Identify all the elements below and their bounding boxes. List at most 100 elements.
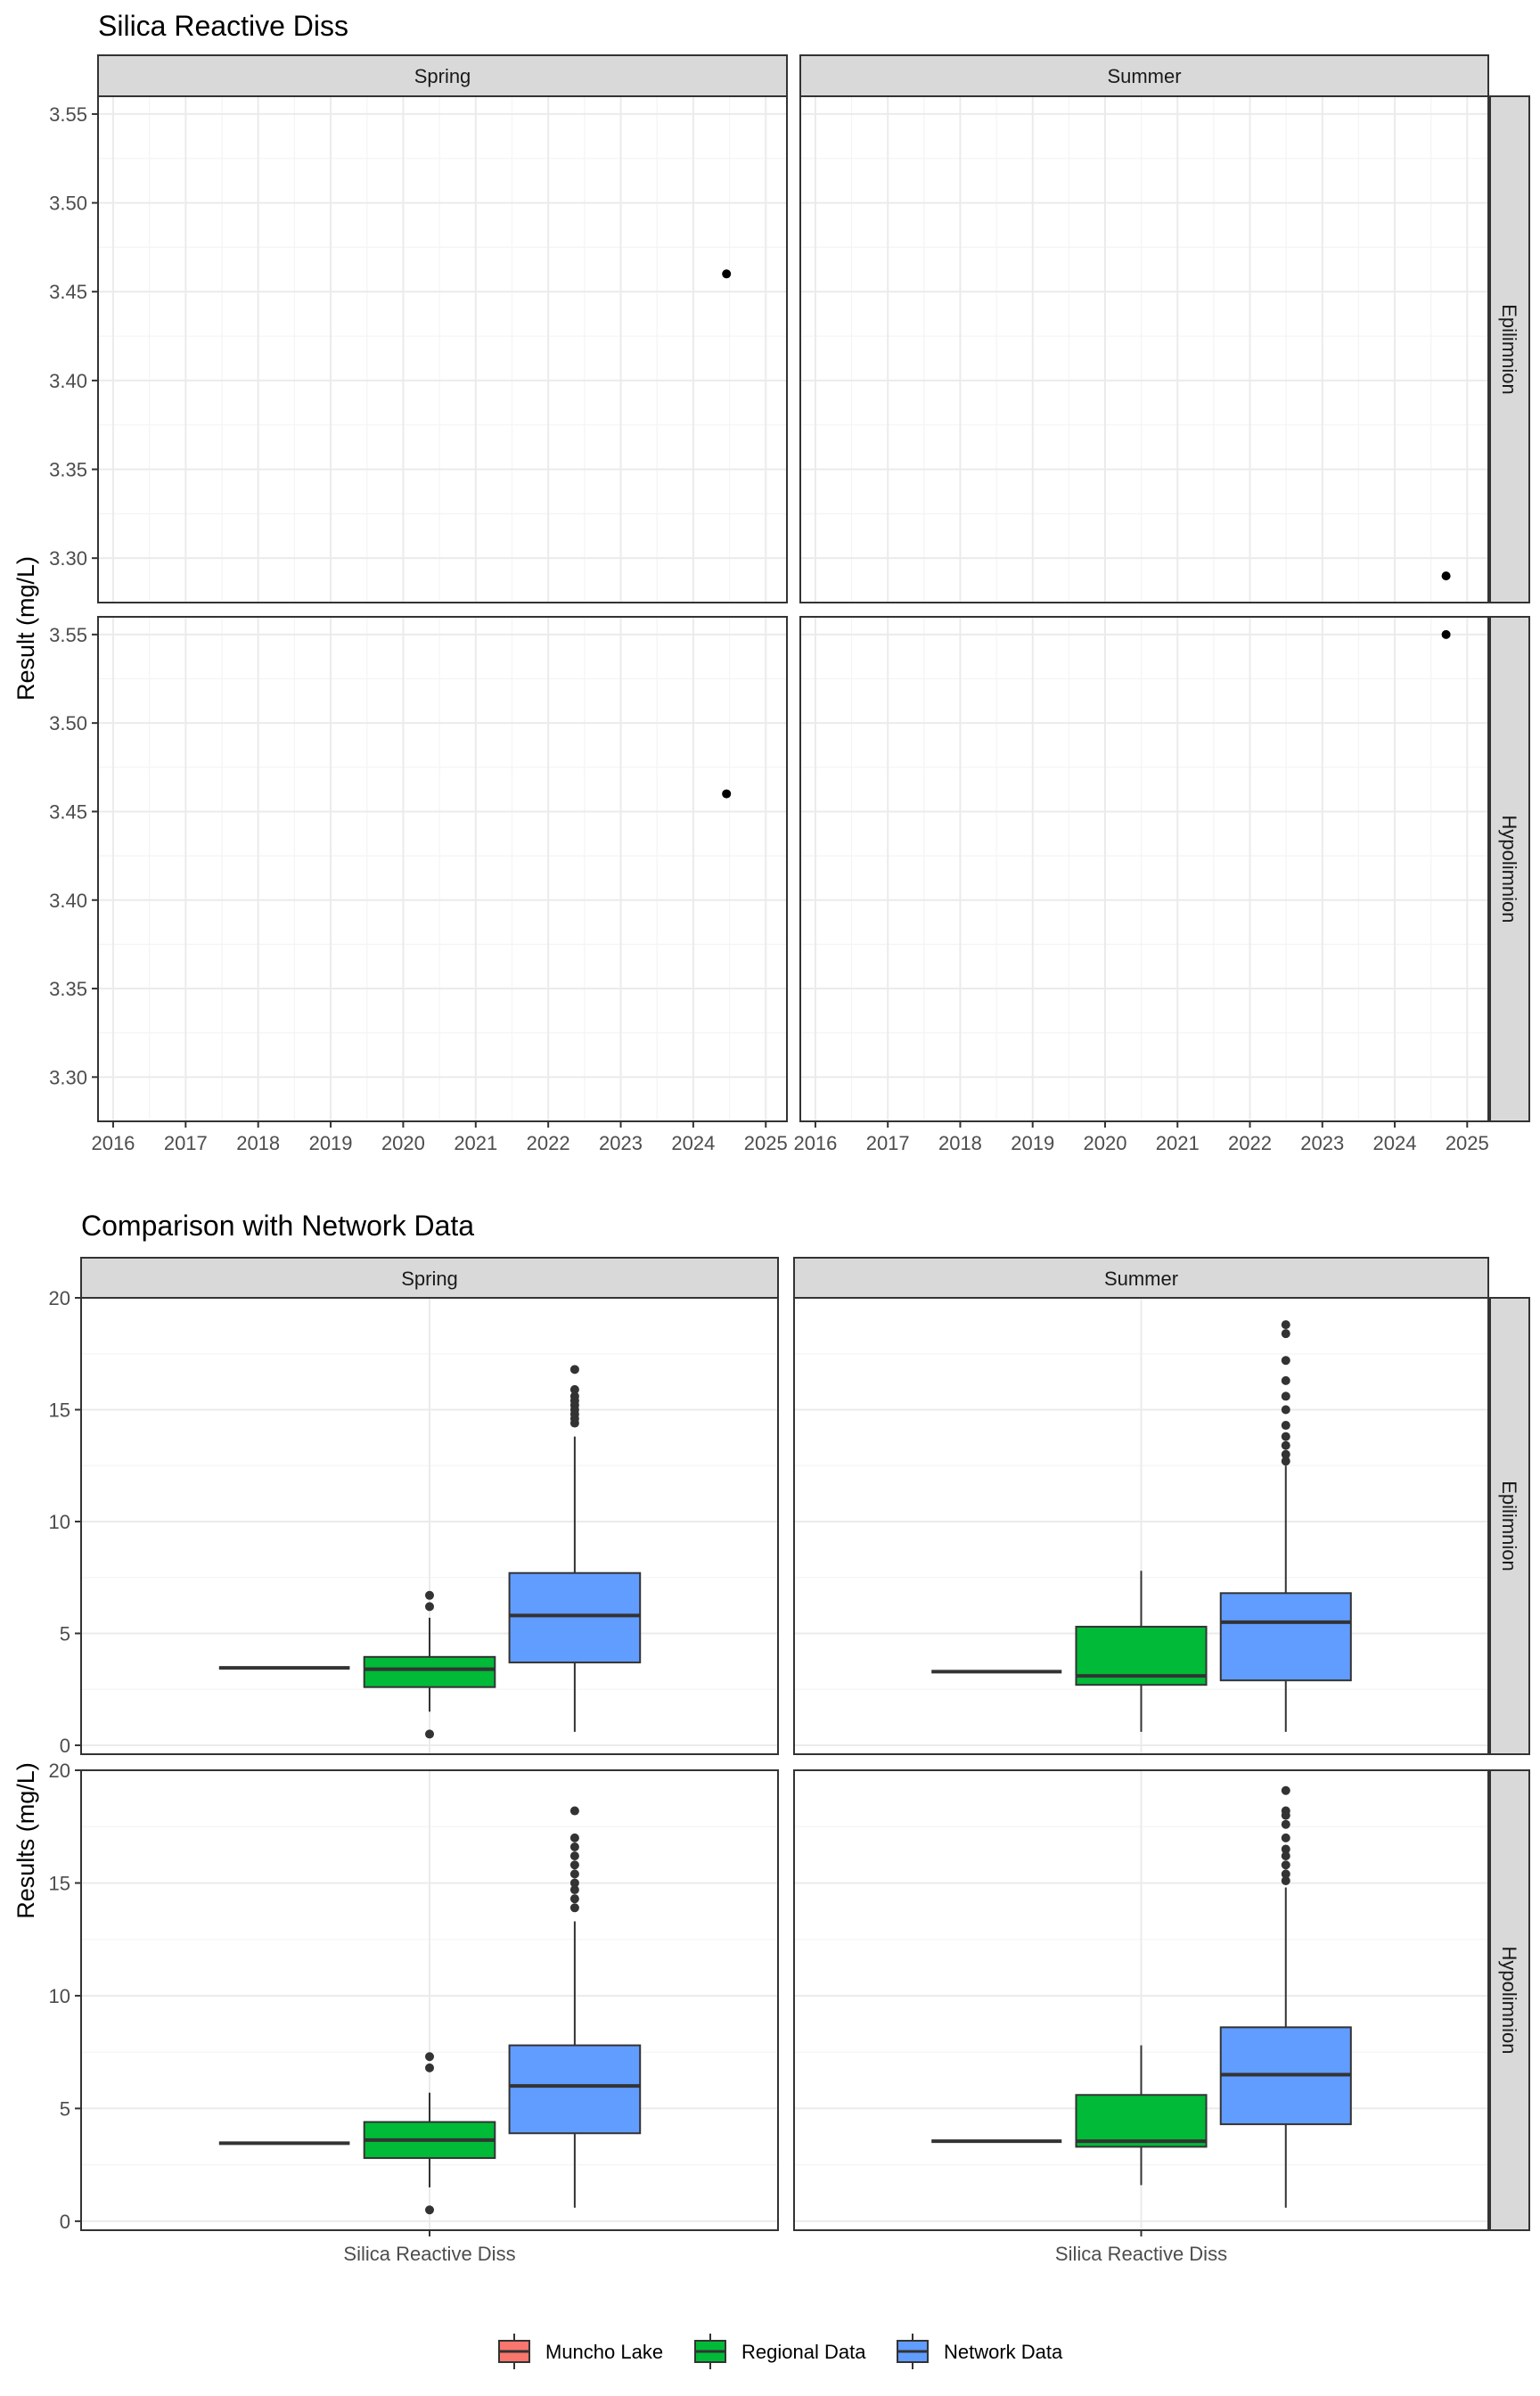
outlier-point: [425, 2205, 434, 2215]
outlier-point: [569, 1833, 579, 1842]
x-tick-label: 2022: [1228, 1132, 1272, 1154]
box-regional-data: [363, 1590, 496, 1739]
outlier-point: [569, 1365, 579, 1374]
facet-strip: [793, 1257, 1489, 1299]
data-point: [722, 789, 732, 799]
outlier-point: [569, 1806, 579, 1816]
outlier-point: [1281, 1405, 1290, 1415]
facet-strip-label: Spring: [414, 65, 471, 87]
outlier-point: [1281, 1421, 1290, 1431]
x-tick-label: 2020: [381, 1132, 425, 1154]
outlier-point: [1281, 1432, 1290, 1441]
x-tick-label: 2025: [744, 1132, 788, 1154]
outlier-point: [1281, 1375, 1290, 1385]
x-tick-label: 2019: [1011, 1132, 1054, 1154]
x-tick-label: 2024: [671, 1132, 715, 1154]
x-tick-label: 2018: [236, 1132, 280, 1154]
outlier-point: [1281, 1391, 1290, 1401]
y-tick-label: 10: [49, 1511, 70, 1533]
y-tick-label: 3.50: [49, 712, 87, 734]
x-tick-label: 2021: [454, 1132, 497, 1154]
outlier-point: [569, 1851, 579, 1861]
outlier-point: [569, 1384, 579, 1394]
y-tick-label: 3.35: [49, 978, 87, 1000]
outlier-point: [1281, 1844, 1290, 1854]
y-tick-label: 5: [60, 2097, 70, 2120]
outlier-point: [1281, 1851, 1290, 1861]
outlier-point: [1281, 1440, 1290, 1450]
y-tick-label: 3.45: [49, 800, 87, 823]
x-tick-label: Silica Reactive Diss: [343, 2243, 515, 2265]
data-point: [722, 269, 732, 279]
facet-strip: [80, 1257, 779, 1299]
outlier-point: [425, 2052, 434, 2062]
x-tick-label: 2017: [164, 1132, 208, 1154]
facet-strip-label: Summer: [1107, 65, 1181, 87]
box-iqr: [363, 1655, 496, 1688]
y-axis-label: Result (mg/L): [12, 556, 39, 701]
outlier-point: [569, 1860, 579, 1870]
facet-strip-label: Spring: [401, 1268, 458, 1290]
legend-label: Network Data: [944, 2341, 1063, 2363]
chart-title: Silica Reactive Diss: [98, 10, 348, 42]
data-point: [1441, 571, 1451, 581]
x-tick-label: 2024: [1373, 1132, 1417, 1154]
y-tick-label: 5: [60, 1622, 70, 1645]
outlier-point: [1281, 1329, 1290, 1339]
boxplot-chart: Comparison with Network Data Results (mg…: [12, 1210, 1530, 2265]
outlier-point: [569, 1391, 579, 1401]
y-tick-label: 0: [60, 1735, 70, 1757]
outlier-point: [569, 1869, 579, 1879]
outlier-point: [1281, 1806, 1290, 1816]
y-tick-label: 3.40: [49, 890, 87, 912]
x-tick-label: 2019: [309, 1132, 353, 1154]
facet-strip-label: Summer: [1104, 1268, 1178, 1290]
box-network-data: [508, 1365, 642, 1732]
outlier-point: [1281, 1785, 1290, 1795]
outlier-point: [569, 1878, 579, 1888]
box-network-data: [1219, 1785, 1352, 2208]
outlier-point: [569, 1903, 579, 1913]
facet-panel: [793, 1297, 1489, 1755]
y-tick-label: 20: [49, 1287, 70, 1309]
x-tick-label: 2017: [866, 1132, 910, 1154]
box-iqr: [1219, 1592, 1352, 1682]
box-network-data: [508, 1806, 642, 2208]
y-axis-label: Results (mg/L): [12, 1762, 39, 1919]
data-point: [1441, 629, 1451, 639]
legend-key: [694, 2334, 726, 2369]
facet-strip: [1489, 1769, 1530, 2231]
x-tick-label: 2023: [1300, 1132, 1344, 1154]
facet-strip-label: Hypolimnion: [1498, 1946, 1520, 2054]
panel-border: [799, 616, 1489, 1122]
y-tick-label: 10: [49, 1985, 70, 2007]
outlier-point: [569, 1885, 579, 1895]
x-tick-label: Silica Reactive Diss: [1055, 2243, 1227, 2265]
facet-strip: [97, 54, 788, 97]
x-tick-label: 2020: [1084, 1132, 1127, 1154]
outlier-point: [1281, 1875, 1290, 1885]
legend-key: [498, 2334, 530, 2369]
x-tick-label: 2021: [1156, 1132, 1200, 1154]
outlier-point: [569, 1894, 579, 1904]
scatter-chart: Silica Reactive Diss Result (mg/L) Sprin…: [12, 10, 1530, 1154]
box-regional-data: [1075, 1571, 1208, 1732]
facet-strip: [799, 54, 1489, 97]
x-tick-label: 2016: [793, 1132, 837, 1154]
x-tick-label: 2025: [1446, 1132, 1489, 1154]
y-tick-label: 3.35: [49, 459, 87, 481]
facet-panel: [80, 1769, 779, 2231]
outlier-point: [1281, 1320, 1290, 1330]
facet-strip-label: Hypolimnion: [1498, 815, 1520, 923]
outlier-point: [1281, 1819, 1290, 1829]
outlier-point: [1281, 1456, 1290, 1466]
x-tick-label: 2022: [527, 1132, 570, 1154]
y-tick-label: 3.30: [49, 1066, 87, 1088]
outlier-point: [425, 2063, 434, 2072]
box-iqr: [1075, 2094, 1208, 2148]
y-tick-label: 3.55: [49, 624, 87, 646]
legend: Muncho Lake Regional Data Network Data: [498, 2334, 1063, 2369]
box-network-data: [1219, 1320, 1352, 1732]
x-tick-label: 2018: [938, 1132, 982, 1154]
